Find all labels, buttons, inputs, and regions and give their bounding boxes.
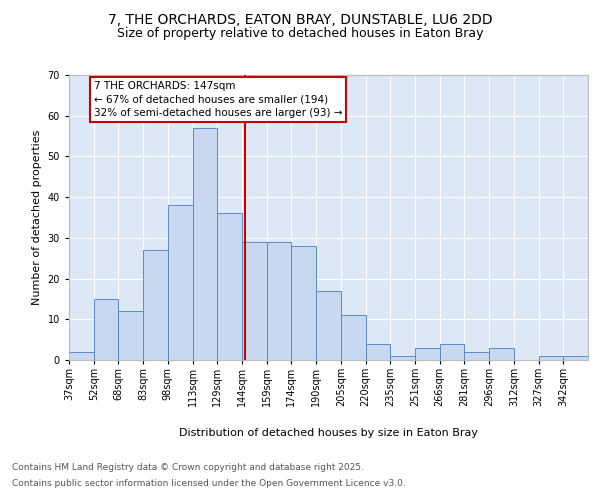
Bar <box>118 311 143 360</box>
Bar <box>390 356 415 360</box>
Bar <box>539 356 563 360</box>
Bar <box>415 348 440 360</box>
Text: Contains HM Land Registry data © Crown copyright and database right 2025.: Contains HM Land Registry data © Crown c… <box>12 464 364 472</box>
Bar <box>94 299 118 360</box>
Bar <box>292 246 316 360</box>
Bar <box>267 242 292 360</box>
Bar <box>168 206 193 360</box>
Bar <box>69 352 94 360</box>
Text: Contains public sector information licensed under the Open Government Licence v3: Contains public sector information licen… <box>12 478 406 488</box>
Y-axis label: Number of detached properties: Number of detached properties <box>32 130 42 305</box>
Bar <box>341 315 365 360</box>
Bar <box>217 214 242 360</box>
Bar <box>365 344 390 360</box>
Bar <box>563 356 588 360</box>
Text: 7, THE ORCHARDS, EATON BRAY, DUNSTABLE, LU6 2DD: 7, THE ORCHARDS, EATON BRAY, DUNSTABLE, … <box>107 12 493 26</box>
Bar <box>440 344 464 360</box>
Bar <box>193 128 217 360</box>
Text: Size of property relative to detached houses in Eaton Bray: Size of property relative to detached ho… <box>117 28 483 40</box>
Bar <box>464 352 489 360</box>
Text: 7 THE ORCHARDS: 147sqm
← 67% of detached houses are smaller (194)
32% of semi-de: 7 THE ORCHARDS: 147sqm ← 67% of detached… <box>94 81 342 118</box>
Text: Distribution of detached houses by size in Eaton Bray: Distribution of detached houses by size … <box>179 428 478 438</box>
Bar <box>143 250 168 360</box>
Bar <box>242 242 267 360</box>
Bar <box>489 348 514 360</box>
Bar <box>316 291 341 360</box>
